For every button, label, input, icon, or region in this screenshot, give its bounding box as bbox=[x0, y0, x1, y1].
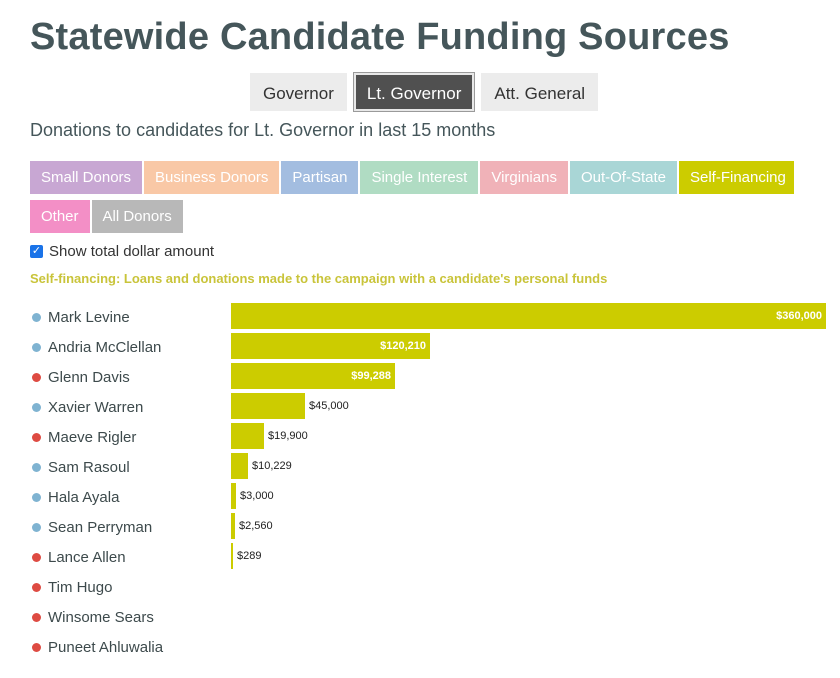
candidate-label: Sean Perryman bbox=[32, 512, 152, 542]
filter-row-2: Other All Donors bbox=[30, 200, 800, 233]
bar[interactable] bbox=[231, 543, 233, 569]
candidate-label: Hala Ayala bbox=[32, 482, 119, 512]
chart-subtitle: Donations to candidates for Lt. Governor… bbox=[30, 120, 496, 140]
candidate-label: Sam Rasoul bbox=[32, 452, 130, 482]
candidate-row: Lance Allen $289 bbox=[0, 542, 840, 572]
filter-other[interactable]: Other bbox=[30, 200, 90, 233]
candidate-name: Mark Levine bbox=[48, 308, 130, 326]
bar-value-label: $289 bbox=[237, 550, 262, 562]
candidate-name: Xavier Warren bbox=[48, 398, 144, 416]
party-dot-icon bbox=[32, 312, 41, 322]
candidate-label: Puneet Ahluwalia bbox=[32, 632, 163, 662]
party-dot-icon bbox=[32, 522, 41, 532]
bar-value-label: $360,000 bbox=[776, 310, 822, 322]
candidate-name: Hala Ayala bbox=[48, 488, 120, 506]
filter-row-1: Small Donors Business Donors Partisan Si… bbox=[30, 161, 800, 194]
category-description: Self-financing: Loans and donations made… bbox=[30, 271, 608, 286]
tab-att-general[interactable]: Att. General bbox=[481, 73, 599, 111]
candidate-name: Glenn Davis bbox=[48, 368, 130, 386]
bar-value-label: $45,000 bbox=[309, 400, 349, 412]
bar[interactable] bbox=[231, 513, 235, 539]
party-dot-icon bbox=[32, 402, 41, 412]
filter-out-of-state[interactable]: Out-Of-State bbox=[569, 161, 677, 194]
bar-value-label: $2,560 bbox=[239, 520, 273, 532]
party-dot-icon bbox=[32, 492, 41, 502]
bar-value-label: $3,000 bbox=[240, 490, 274, 502]
candidate-row: Hala Ayala $3,000 bbox=[0, 482, 840, 512]
candidate-name: Maeve Rigler bbox=[48, 428, 137, 446]
party-dot-icon bbox=[32, 612, 41, 622]
filter-virginians[interactable]: Virginians bbox=[480, 161, 568, 194]
bar[interactable] bbox=[231, 303, 826, 329]
show-total-label: Show total dollar amount bbox=[49, 243, 215, 260]
candidate-label: Xavier Warren bbox=[32, 392, 143, 422]
filter-partisan[interactable]: Partisan bbox=[281, 161, 359, 194]
page-title: Statewide Candidate Funding Sources bbox=[30, 16, 730, 58]
filter-single-interest[interactable]: Single Interest bbox=[360, 161, 479, 194]
candidate-label: Andria McClellan bbox=[32, 332, 161, 362]
bar[interactable] bbox=[231, 483, 236, 509]
office-tabs: Governor Lt. Governor Att. General bbox=[250, 72, 599, 112]
tab-governor[interactable]: Governor bbox=[250, 73, 347, 111]
show-total-toggle[interactable]: ✓ Show total dollar amount bbox=[30, 243, 214, 260]
candidate-label: Glenn Davis bbox=[32, 362, 130, 392]
candidate-label: Mark Levine bbox=[32, 302, 130, 332]
filter-small-donors[interactable]: Small Donors bbox=[30, 161, 143, 194]
candidate-row: Tim Hugo bbox=[0, 572, 840, 602]
donor-filter-bar: Small Donors Business Donors Partisan Si… bbox=[30, 161, 800, 239]
party-dot-icon bbox=[32, 552, 41, 562]
candidate-label: Tim Hugo bbox=[32, 572, 112, 602]
candidate-name: Tim Hugo bbox=[48, 578, 113, 596]
bar[interactable] bbox=[231, 393, 305, 419]
candidate-row: Winsome Sears bbox=[0, 602, 840, 632]
bar[interactable] bbox=[231, 453, 248, 479]
candidate-label: Lance Allen bbox=[32, 542, 126, 572]
bar-value-label: $19,900 bbox=[268, 430, 308, 442]
show-total-checkbox[interactable]: ✓ bbox=[30, 245, 43, 258]
bar[interactable] bbox=[231, 423, 264, 449]
candidate-name: Lance Allen bbox=[48, 548, 126, 566]
candidate-label: Winsome Sears bbox=[32, 602, 154, 632]
bar-value-label: $10,229 bbox=[252, 460, 292, 472]
candidate-row: Glenn Davis $99,288 bbox=[0, 362, 840, 392]
party-dot-icon bbox=[32, 462, 41, 472]
candidate-name: Andria McClellan bbox=[48, 338, 162, 356]
filter-self-financing[interactable]: Self-Financing bbox=[678, 161, 794, 194]
party-dot-icon bbox=[32, 372, 41, 382]
candidate-bar-chart: Mark Levine $360,000 Andria McClellan $120,… bbox=[0, 302, 840, 662]
candidate-row: Mark Levine $360,000 bbox=[0, 302, 840, 332]
bar[interactable] bbox=[231, 333, 430, 359]
party-dot-icon bbox=[32, 642, 41, 652]
party-dot-icon bbox=[32, 582, 41, 592]
candidate-name: Puneet Ahluwalia bbox=[48, 638, 164, 656]
bar-value-label: $120,210 bbox=[380, 340, 426, 352]
candidate-name: Sam Rasoul bbox=[48, 458, 130, 476]
bar[interactable] bbox=[231, 363, 395, 389]
party-dot-icon bbox=[32, 432, 41, 442]
candidate-row: Andria McClellan $120,210 bbox=[0, 332, 840, 362]
tab-lt-governor[interactable]: Lt. Governor bbox=[352, 72, 476, 112]
candidate-row: Sean Perryman $2,560 bbox=[0, 512, 840, 542]
candidate-row: Maeve Rigler $19,900 bbox=[0, 422, 840, 452]
party-dot-icon bbox=[32, 342, 41, 352]
candidate-row: Sam Rasoul $10,229 bbox=[0, 452, 840, 482]
candidate-label: Maeve Rigler bbox=[32, 422, 136, 452]
filter-business-donors[interactable]: Business Donors bbox=[144, 161, 280, 194]
candidate-name: Sean Perryman bbox=[48, 518, 153, 536]
candidate-row: Puneet Ahluwalia bbox=[0, 632, 840, 662]
candidate-row: Xavier Warren $45,000 bbox=[0, 392, 840, 422]
candidate-name: Winsome Sears bbox=[48, 608, 154, 626]
bar-value-label: $99,288 bbox=[351, 370, 391, 382]
filter-all-donors[interactable]: All Donors bbox=[91, 200, 183, 233]
